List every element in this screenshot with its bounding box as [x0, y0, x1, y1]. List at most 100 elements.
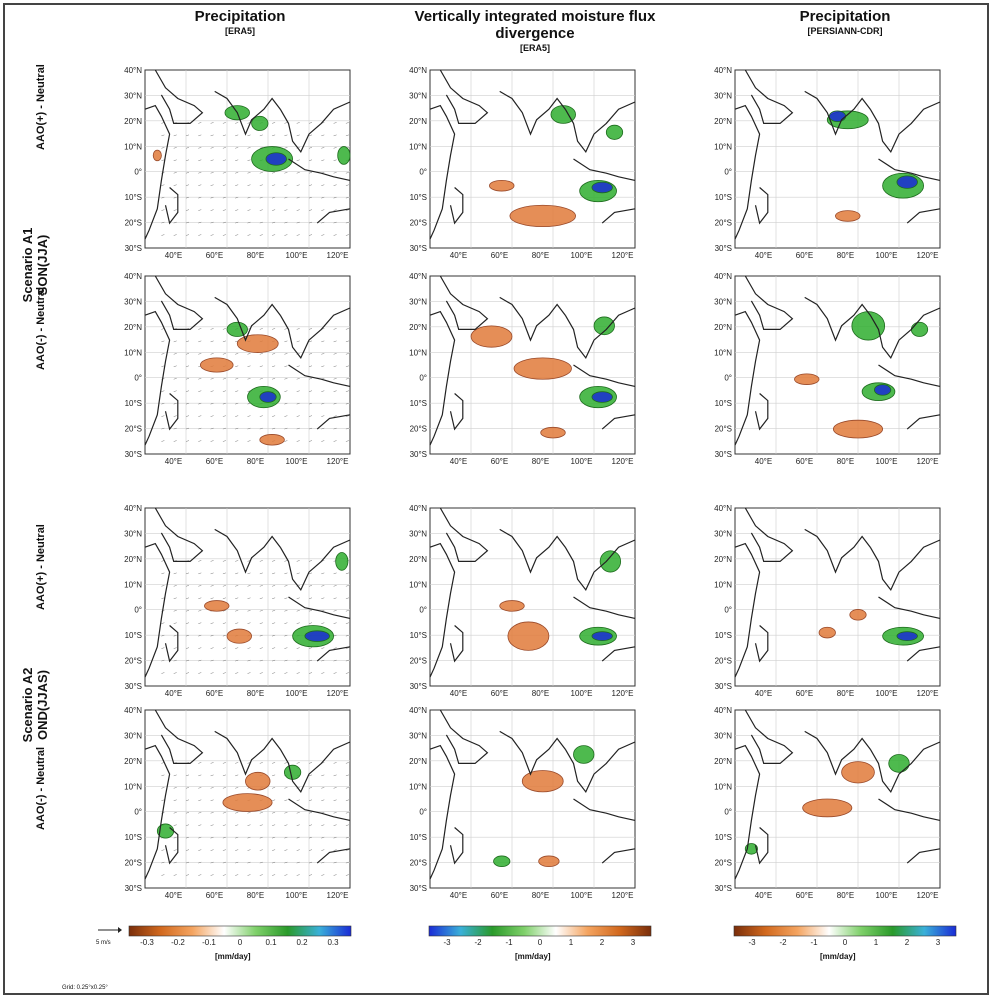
- lat-tick-label: 10°S: [410, 193, 427, 202]
- wind-vector: [259, 378, 263, 380]
- wind-vector: [272, 172, 276, 174]
- wind-vector: [296, 234, 300, 236]
- lat-tick-label: 30°S: [715, 450, 732, 459]
- wind-vector: [259, 328, 263, 330]
- wind-vector: [272, 597, 276, 600]
- lat-tick-label: 10°N: [714, 782, 732, 791]
- wind-vector: [284, 585, 288, 587]
- wind-vector: [259, 874, 263, 876]
- lon-tick-label: 100°E: [286, 891, 308, 900]
- wind-vector: [272, 427, 276, 430]
- lat-tick-label: 30°S: [715, 244, 732, 253]
- anomaly-region: [828, 110, 847, 123]
- coastline: [734, 744, 761, 880]
- wind-vector: [247, 647, 251, 649]
- column-title: Precipitation: [799, 8, 891, 25]
- wind-vector: [210, 221, 214, 224]
- lat-tick-label: 0°: [419, 606, 427, 615]
- wind-vector: [173, 647, 177, 649]
- wind-vector: [161, 672, 165, 674]
- wind-vector: [345, 221, 349, 224]
- wind-vector: [198, 597, 202, 600]
- anomaly-region: [513, 357, 572, 380]
- anomaly-region: [794, 373, 820, 385]
- wind-vector: [321, 799, 325, 802]
- wind-vector: [333, 622, 337, 624]
- wind-vector: [235, 378, 239, 380]
- wind-vector: [308, 365, 313, 368]
- wind-vector: [272, 634, 276, 637]
- wind-vector: [235, 353, 239, 355]
- anomaly-region: [245, 771, 271, 791]
- wind-vector: [308, 647, 313, 649]
- colorbar-gradient: [733, 925, 957, 937]
- lon-tick-label: 120°E: [327, 251, 349, 260]
- wind-vector: [259, 762, 263, 764]
- wind-vector: [284, 427, 288, 430]
- anomaly-region: [489, 179, 515, 192]
- wind-vector: [185, 824, 190, 826]
- wind-vector: [321, 836, 325, 839]
- lon-tick-label: 40°E: [165, 457, 182, 466]
- scenario-label-a2: Scenario A2 OND(JJAS): [20, 650, 50, 760]
- wind-vector: [198, 172, 202, 174]
- wind-vector: [198, 427, 202, 430]
- wind-vector: [308, 184, 313, 186]
- anomaly-region: [236, 334, 279, 353]
- wind-vector: [247, 572, 251, 575]
- wind-vector: [173, 134, 177, 137]
- wind-vector: [333, 836, 337, 839]
- wind-vector: [308, 672, 313, 674]
- lat-tick-label: 0°: [134, 168, 142, 177]
- coastline: [734, 542, 761, 678]
- anomaly-region: [599, 550, 622, 573]
- coastline: [214, 730, 281, 776]
- grid-note: Grid: 0.25°x0.25°: [62, 985, 108, 991]
- wind-vector: [247, 427, 251, 430]
- lon-tick-label: 40°E: [755, 689, 772, 698]
- wind-vector: [198, 861, 202, 864]
- coastline: [906, 414, 941, 430]
- lat-tick-label: 20°S: [715, 219, 732, 228]
- lat-tick-label: 30°N: [124, 297, 142, 306]
- wind-vector: [173, 221, 177, 224]
- coastline: [869, 307, 941, 360]
- wind-vector: [272, 874, 276, 876]
- wind-vector: [185, 402, 190, 405]
- wind-vector: [173, 659, 177, 662]
- wind-vector: [185, 159, 190, 162]
- wind-vector: [173, 390, 177, 392]
- wind-vector: [210, 659, 214, 662]
- lat-tick-label: 10°S: [125, 833, 142, 842]
- wind-vector: [222, 672, 226, 674]
- wind-vector: [284, 824, 288, 826]
- wind-vector: [308, 874, 313, 876]
- wind-vector: [308, 560, 313, 562]
- wind-vector: [308, 440, 313, 442]
- wind-vector: [259, 634, 263, 637]
- wind-vector: [296, 440, 300, 442]
- lon-tick-label: 60°E: [206, 251, 223, 260]
- wind-vector: [161, 209, 165, 211]
- wind-vector: [198, 799, 202, 802]
- wind-vector: [284, 172, 288, 174]
- wind-vector: [247, 402, 251, 405]
- anomaly-region: [335, 552, 349, 571]
- wind-vector: [345, 328, 349, 330]
- lat-tick-label: 0°: [724, 374, 732, 383]
- wind-vector: [198, 659, 202, 662]
- wind-vector: [308, 147, 313, 149]
- wind-vector: [235, 159, 239, 162]
- wind-vector: [259, 812, 263, 814]
- lon-tick-label: 120°E: [917, 251, 939, 260]
- wind-vector: [235, 861, 239, 864]
- wind-vector: [345, 402, 349, 405]
- lat-tick-label: 20°S: [410, 657, 427, 666]
- wind-vector: [284, 353, 288, 355]
- wind-vector: [345, 774, 349, 777]
- wind-vector: [296, 622, 300, 624]
- scenario-name: Scenario A2: [20, 667, 35, 743]
- wind-vector: [259, 672, 263, 674]
- lon-tick-label: 80°E: [247, 457, 264, 466]
- wind-vector: [296, 597, 300, 600]
